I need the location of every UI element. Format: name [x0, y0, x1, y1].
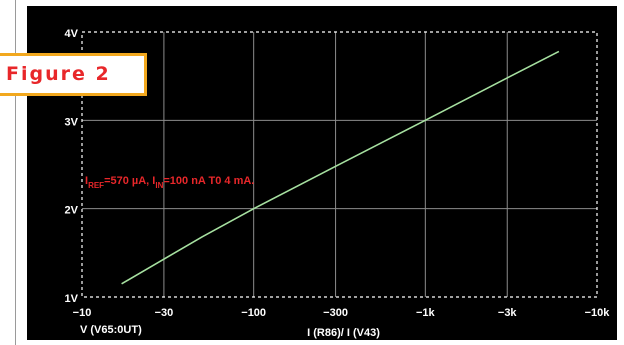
annotation-segment: =100 nA T0 4 mA.: [163, 175, 254, 187]
y-tick-label: 3V: [65, 116, 79, 128]
grid: [82, 32, 597, 297]
x-tick-label: −10: [73, 307, 92, 319]
y-tick-label: 2V: [65, 205, 79, 217]
y-tick-label: 4V: [65, 28, 79, 40]
y-tick-label: 1V: [65, 293, 79, 305]
page-margin-rule: [15, 0, 16, 345]
x-tick-label: −30: [155, 307, 174, 319]
figure-label: Figure 2: [6, 63, 111, 85]
x-tick-label: −100: [241, 307, 266, 319]
annotation-segment: I: [85, 175, 88, 187]
annotation-segment: =570 µA, I: [104, 175, 155, 187]
annotation-subscript: REF: [88, 181, 104, 190]
axis-labels: −10 −30 −100 −300 −1k −3k −10k 1V 2V 3V 4V V (V65:0…: [65, 28, 611, 339]
x-tick-label: −3k: [498, 307, 518, 319]
annotation-subscript: IN: [155, 181, 163, 190]
y-axis-title: V (V65:0UT): [80, 324, 142, 336]
trace: [121, 50, 560, 285]
x-axis-title: I (R86)/ I (V43): [307, 327, 380, 339]
x-tick-label: −300: [323, 307, 348, 319]
series-line: [121, 50, 560, 285]
chart-svg: −10 −30 −100 −300 −1k −3k −10k 1V 2V 3V 4V V (V65:0…: [65, 28, 611, 339]
annotation-text: IREF=570 µA, IIN=100 nA T0 4 mA.: [85, 175, 254, 190]
x-tick-label: −1k: [416, 307, 436, 319]
figure-tab: Figure 2: [0, 53, 147, 96]
x-tick-label: −10k: [585, 307, 611, 319]
